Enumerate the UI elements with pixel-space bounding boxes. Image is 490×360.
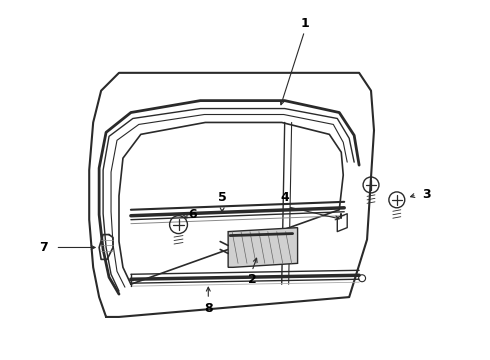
Text: 5: 5: [218, 192, 226, 204]
Polygon shape: [228, 228, 297, 267]
Text: 7: 7: [39, 241, 48, 254]
Text: 4: 4: [280, 192, 289, 204]
Text: 6: 6: [188, 208, 196, 221]
Text: 1: 1: [300, 17, 309, 30]
Text: 3: 3: [422, 188, 431, 201]
Text: 2: 2: [247, 273, 256, 286]
Text: 8: 8: [204, 302, 213, 315]
